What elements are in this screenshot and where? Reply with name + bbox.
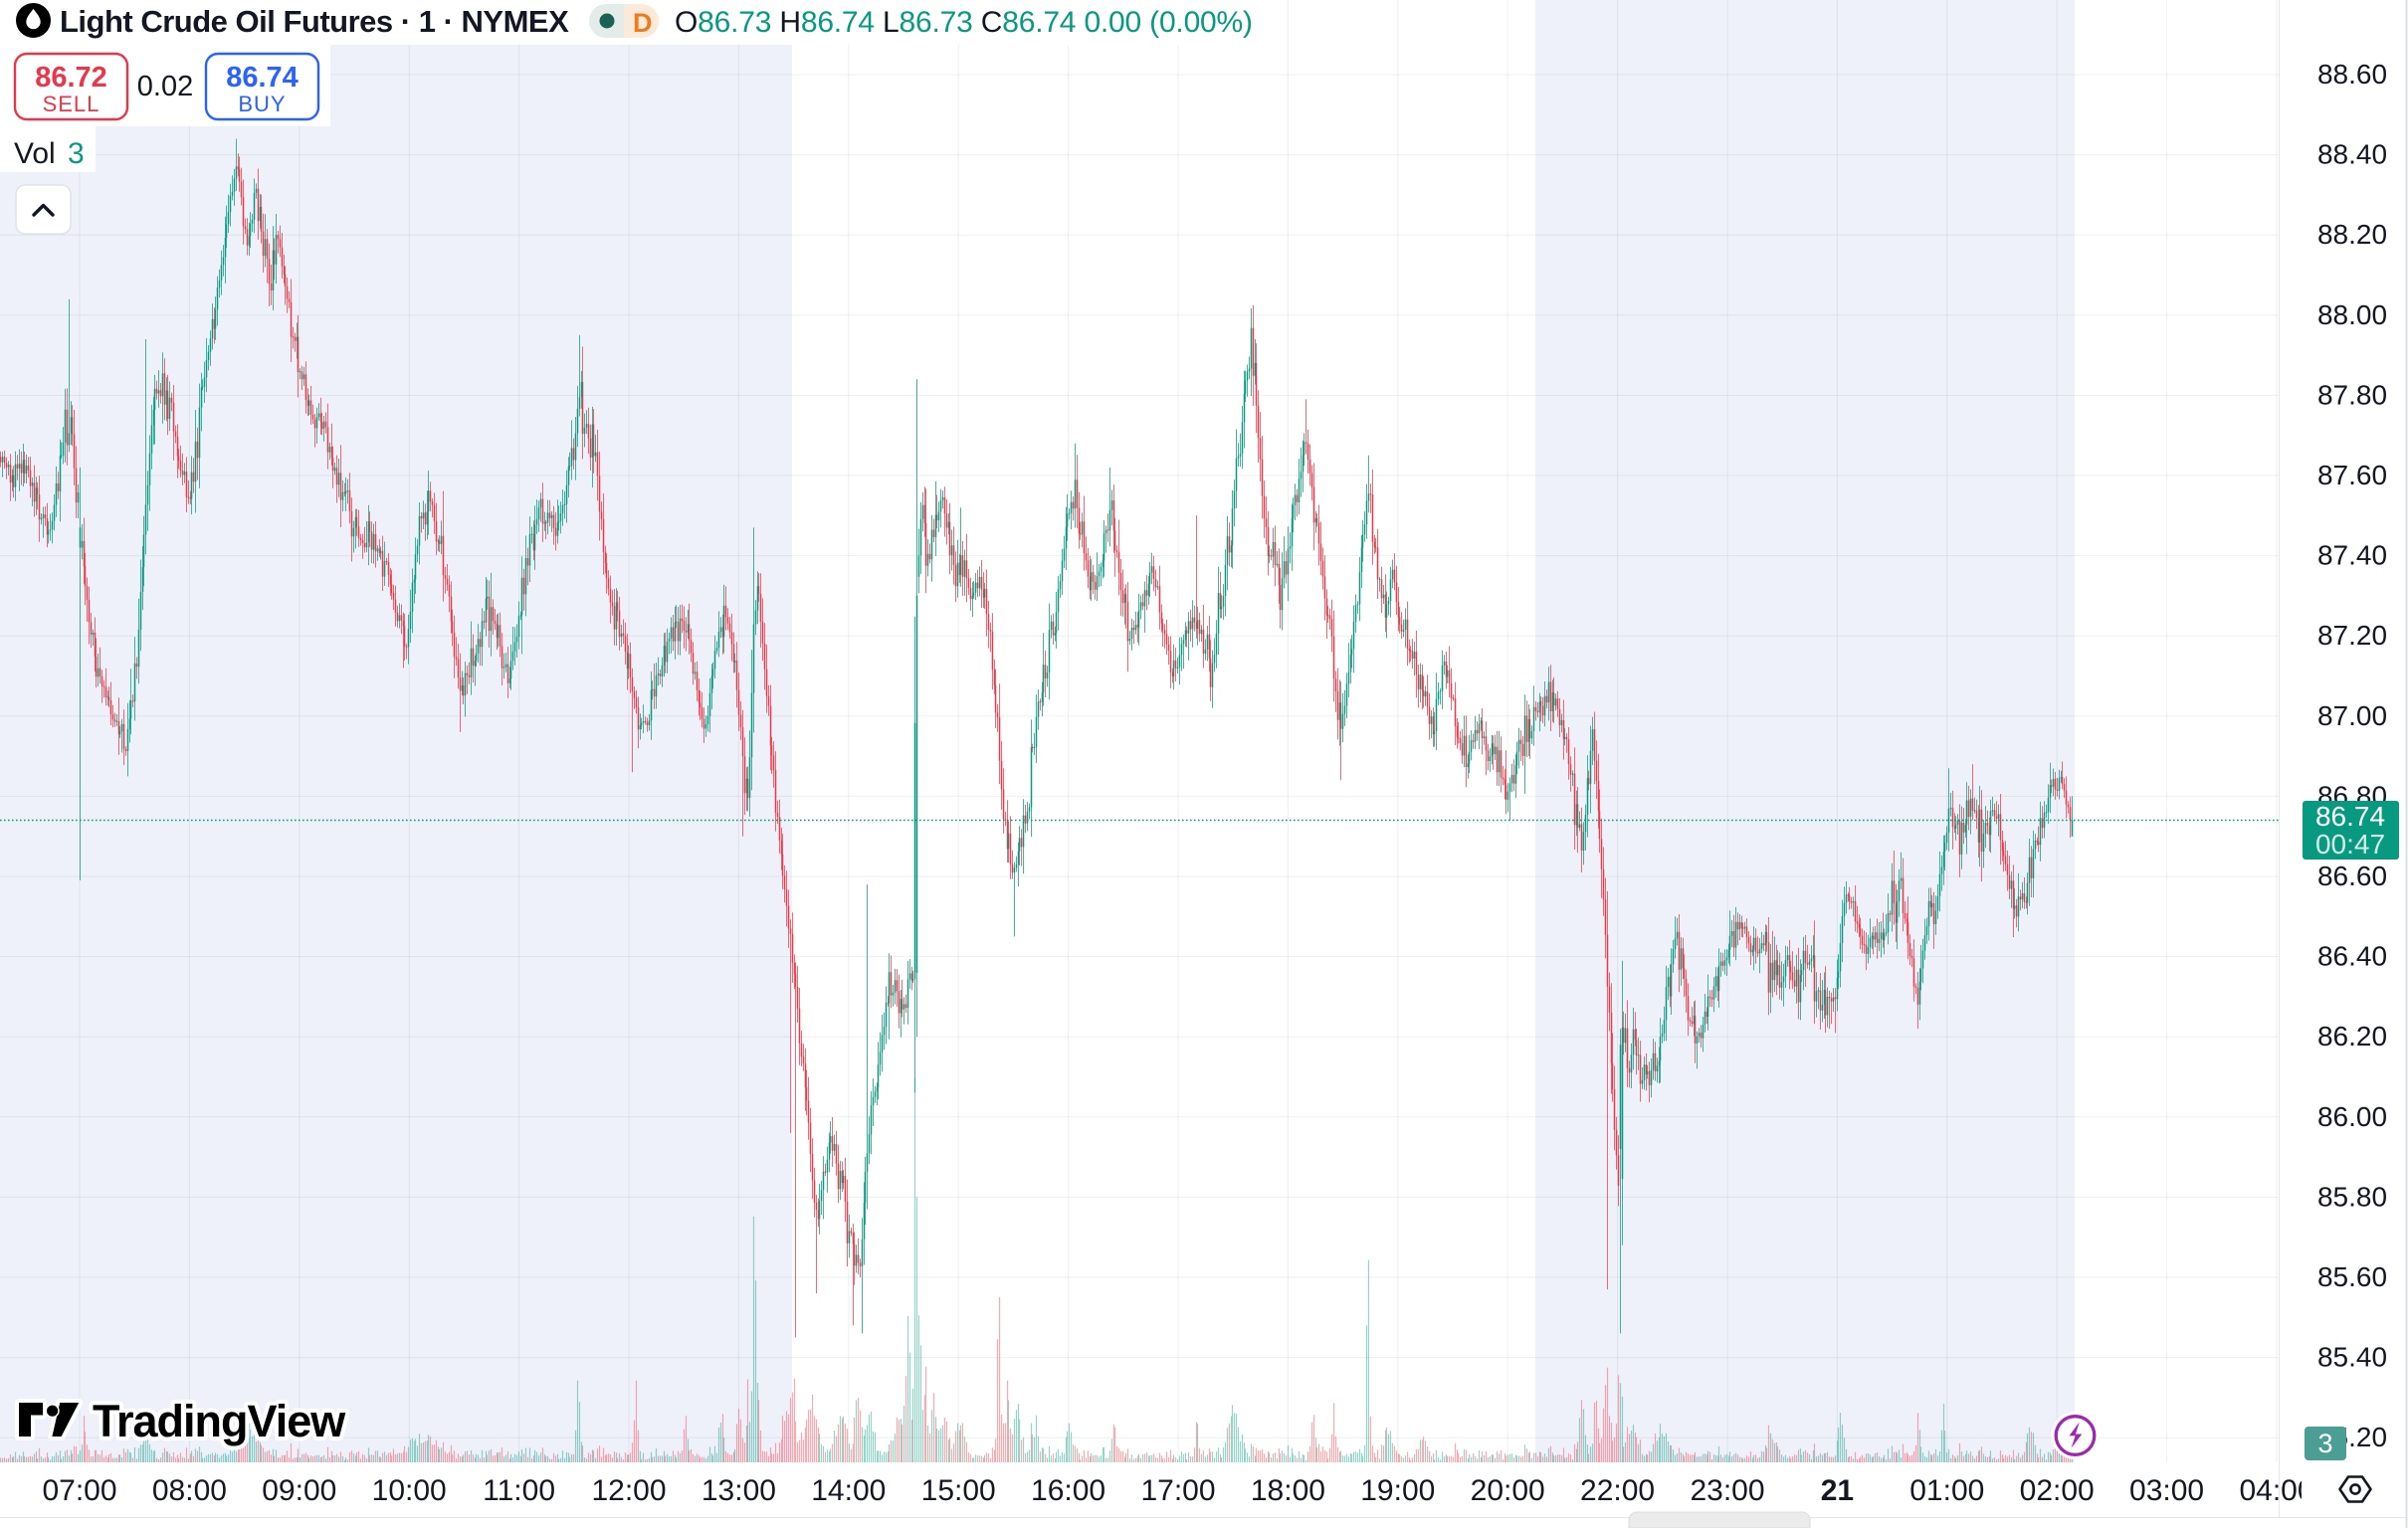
svg-text:19:00: 19:00 bbox=[1360, 1474, 1435, 1507]
svg-text:85.40: 85.40 bbox=[2317, 1342, 2387, 1373]
svg-text:O86.73 H86.74 L86.73 C86.74 0.: O86.73 H86.74 L86.73 C86.74 0.00 (0.00%) bbox=[675, 6, 1253, 39]
svg-text:86.40: 86.40 bbox=[2317, 941, 2387, 972]
svg-text:BUY: BUY bbox=[238, 92, 286, 116]
svg-text:D: D bbox=[633, 8, 653, 38]
svg-text:87.40: 87.40 bbox=[2317, 540, 2387, 571]
svg-text:18:00: 18:00 bbox=[1251, 1474, 1325, 1507]
svg-text:88.20: 88.20 bbox=[2317, 219, 2387, 250]
svg-text:86.00: 86.00 bbox=[2317, 1101, 2387, 1132]
svg-text:11:00: 11:00 bbox=[483, 1474, 555, 1507]
svg-text:86.74: 86.74 bbox=[2315, 801, 2385, 832]
svg-text:86.74: 86.74 bbox=[226, 62, 299, 94]
svg-text:07:00: 07:00 bbox=[42, 1474, 116, 1507]
svg-text:86.72: 86.72 bbox=[35, 62, 107, 94]
svg-text:3: 3 bbox=[2317, 1429, 2332, 1458]
svg-text:88.60: 88.60 bbox=[2317, 59, 2387, 90]
svg-text:02:00: 02:00 bbox=[2020, 1474, 2095, 1507]
svg-text:09:00: 09:00 bbox=[262, 1474, 336, 1507]
svg-text:TradingView: TradingView bbox=[93, 1396, 346, 1446]
svg-text:Light Crude Oil Futures · 1 ·: Light Crude Oil Futures · 1 · NYMEX bbox=[60, 4, 569, 39]
svg-text:17:00: 17:00 bbox=[1140, 1474, 1215, 1507]
svg-text:01:00: 01:00 bbox=[1909, 1474, 1984, 1507]
svg-text:16:00: 16:00 bbox=[1031, 1474, 1105, 1507]
svg-text:88.40: 88.40 bbox=[2317, 139, 2387, 170]
svg-text:20:00: 20:00 bbox=[1471, 1474, 1545, 1507]
svg-text:15:00: 15:00 bbox=[921, 1474, 996, 1507]
svg-text:08:00: 08:00 bbox=[152, 1474, 227, 1507]
svg-text:SELL: SELL bbox=[43, 92, 100, 116]
svg-text:23:00: 23:00 bbox=[1690, 1474, 1764, 1507]
svg-text:88.00: 88.00 bbox=[2317, 299, 2387, 330]
svg-text:87.80: 87.80 bbox=[2317, 379, 2387, 410]
svg-text:86.60: 86.60 bbox=[2317, 861, 2387, 891]
svg-text:0.02: 0.02 bbox=[137, 71, 193, 102]
svg-text:85.60: 85.60 bbox=[2317, 1261, 2387, 1292]
svg-text:86.20: 86.20 bbox=[2317, 1021, 2387, 1052]
svg-text:10:00: 10:00 bbox=[372, 1474, 447, 1507]
svg-text:3: 3 bbox=[68, 137, 85, 170]
svg-text:85.80: 85.80 bbox=[2317, 1181, 2387, 1212]
svg-text:12:00: 12:00 bbox=[591, 1474, 666, 1507]
svg-text:21: 21 bbox=[1821, 1474, 1854, 1507]
svg-text:22:00: 22:00 bbox=[1580, 1474, 1655, 1507]
svg-text:13:00: 13:00 bbox=[702, 1474, 776, 1507]
svg-text:87.20: 87.20 bbox=[2317, 620, 2387, 651]
svg-text:03:00: 03:00 bbox=[2129, 1474, 2204, 1507]
svg-text:87.00: 87.00 bbox=[2317, 700, 2387, 731]
svg-text:87.60: 87.60 bbox=[2317, 460, 2387, 490]
svg-text:00:47: 00:47 bbox=[2315, 829, 2385, 860]
svg-text:Vol: Vol bbox=[14, 137, 56, 170]
svg-text:14:00: 14:00 bbox=[811, 1474, 886, 1507]
